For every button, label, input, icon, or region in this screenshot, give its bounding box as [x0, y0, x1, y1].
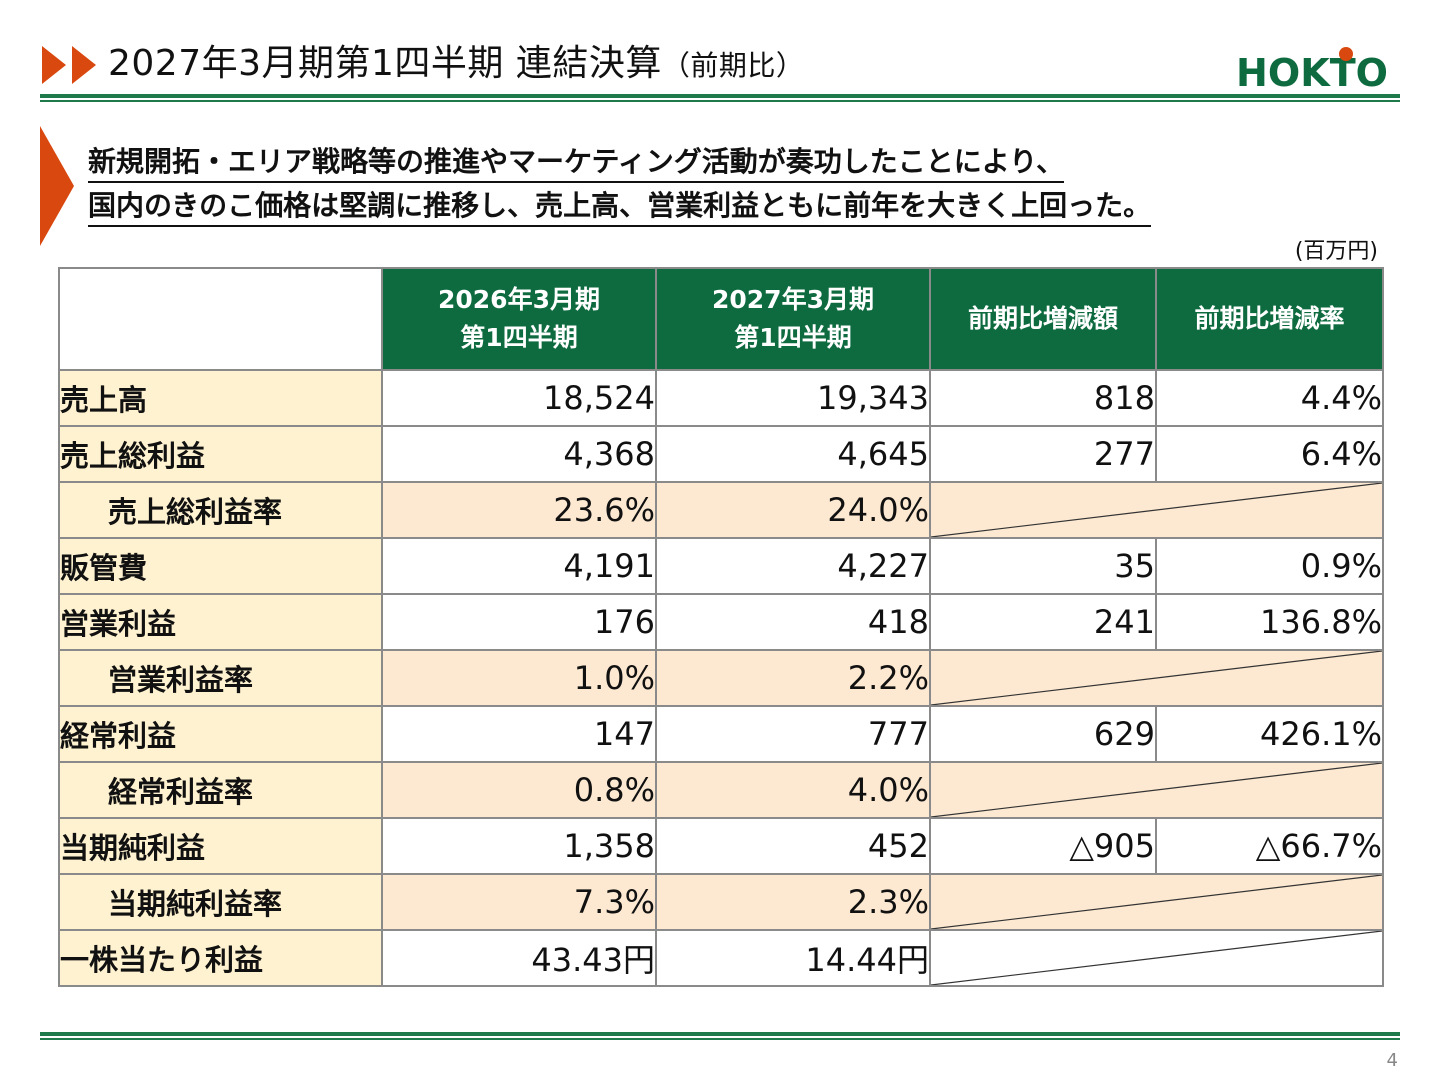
lead-line-2: 国内のきのこ価格は堅調に推移し、売上高、営業利益ともに前年を大きく上回った。	[88, 187, 1152, 227]
cell-curr: 4.0%	[655, 761, 931, 819]
slide-header: 2027年3月期第1四半期 連結決算（前期比） HOKTO	[40, 38, 1400, 102]
row-label: 営業利益	[58, 593, 383, 651]
financial-table: 2026年3月期 第1四半期 2027年3月期 第1四半期 前期比増減額 前期比増減…	[58, 267, 1384, 987]
page-number: 4	[1386, 1050, 1398, 1071]
row-label: 経常利益率	[58, 761, 383, 819]
empty-diagonal-cell	[929, 649, 1384, 707]
cell-rate: 426.1%	[1155, 705, 1384, 763]
empty-diagonal-cell	[929, 929, 1384, 987]
cell-curr: 418	[655, 593, 931, 651]
col-header-curr-line2: 第1四半期	[734, 323, 852, 352]
cell-curr: 24.0%	[655, 481, 931, 539]
header-rule-thin	[40, 100, 1400, 102]
cell-prev: 4,191	[381, 537, 657, 595]
col-header-prev-line2: 第1四半期	[460, 323, 578, 352]
lead-line-1: 新規開拓・エリア戦略等の推進やマーケティング活動が奏功したことにより、	[88, 143, 1065, 183]
table-row: 当期純利益率 7.3% 2.3%	[58, 873, 1384, 931]
row-label: 営業利益率	[58, 649, 383, 707]
col-header-prev-line1: 2026年3月期	[438, 285, 600, 314]
cell-rate: △66.7%	[1155, 817, 1384, 875]
lead-text: 新規開拓・エリア戦略等の推進やマーケティング活動が奏功したことにより、 国内のき…	[88, 140, 1152, 228]
table-header-row: 2026年3月期 第1四半期 2027年3月期 第1四半期 前期比増減額 前期比増減…	[58, 267, 1384, 371]
cell-curr: 452	[655, 817, 931, 875]
table-row: 当期純利益 1,358 452 △905 △66.7%	[58, 817, 1384, 875]
table-row: 営業利益率 1.0% 2.2%	[58, 649, 1384, 707]
col-header-curr-line1: 2027年3月期	[712, 285, 874, 314]
row-label: 売上高	[58, 369, 383, 427]
cell-diff: 818	[929, 369, 1157, 427]
slide-title-suffix: （前期比）	[661, 49, 805, 82]
cell-curr: 14.44円	[655, 929, 931, 987]
row-label: 売上総利益	[58, 425, 383, 483]
cell-diff: 629	[929, 705, 1157, 763]
col-header-curr: 2027年3月期 第1四半期	[655, 267, 931, 371]
cell-prev: 23.6%	[381, 481, 657, 539]
cell-diff: 277	[929, 425, 1157, 483]
row-label: 当期純利益	[58, 817, 383, 875]
cell-prev: 176	[381, 593, 657, 651]
cell-prev: 0.8%	[381, 761, 657, 819]
cell-prev: 18,524	[381, 369, 657, 427]
table-row: 一株当たり利益 43.43円 14.44円	[58, 929, 1384, 987]
table-row: 売上総利益 4,368 4,645 277 6.4%	[58, 425, 1384, 483]
cell-diff: 241	[929, 593, 1157, 651]
footer-rule	[40, 1032, 1400, 1036]
unit-label: (百万円)	[1294, 239, 1378, 264]
footer-rule-thin	[40, 1038, 1400, 1040]
cell-prev: 1.0%	[381, 649, 657, 707]
table-row: 販管費 4,191 4,227 35 0.9%	[58, 537, 1384, 595]
header-corner	[58, 267, 383, 371]
cell-prev: 147	[381, 705, 657, 763]
cell-rate: 0.9%	[1155, 537, 1384, 595]
row-label: 売上総利益率	[58, 481, 383, 539]
cell-curr: 2.3%	[655, 873, 931, 931]
table-row: 営業利益 176 418 241 136.8%	[58, 593, 1384, 651]
row-label: 一株当たり利益	[58, 929, 383, 987]
cell-diff: 35	[929, 537, 1157, 595]
cell-curr: 19,343	[655, 369, 931, 427]
chevron-right-icon	[42, 46, 66, 84]
cell-prev: 1,358	[381, 817, 657, 875]
cell-rate: 4.4%	[1155, 369, 1384, 427]
cell-diff: △905	[929, 817, 1157, 875]
row-label: 経常利益	[58, 705, 383, 763]
col-header-diff: 前期比増減額	[929, 267, 1157, 371]
table-row: 売上総利益率 23.6% 24.0%	[58, 481, 1384, 539]
cell-curr: 4,227	[655, 537, 931, 595]
cell-curr: 2.2%	[655, 649, 931, 707]
row-label: 当期純利益率	[58, 873, 383, 931]
hokto-logo: HOKTO	[1236, 47, 1388, 92]
cell-curr: 4,645	[655, 425, 931, 483]
col-header-prev: 2026年3月期 第1四半期	[381, 267, 657, 371]
cell-prev: 7.3%	[381, 873, 657, 931]
cell-rate: 136.8%	[1155, 593, 1384, 651]
cell-prev: 4,368	[381, 425, 657, 483]
empty-diagonal-cell	[929, 873, 1384, 931]
table-row: 経常利益 147 777 629 426.1%	[58, 705, 1384, 763]
slide-title: 2027年3月期第1四半期 連結決算（前期比）	[108, 42, 804, 88]
lead-arrow-icon	[40, 126, 74, 246]
col-header-rate: 前期比増減率	[1155, 267, 1384, 371]
svg-text:HOKTO: HOKTO	[1236, 51, 1388, 92]
table-row: 売上高 18,524 19,343 818 4.4%	[58, 369, 1384, 427]
slide-title-main: 2027年3月期第1四半期 連結決算	[108, 43, 662, 84]
empty-diagonal-cell	[929, 481, 1384, 539]
cell-rate: 6.4%	[1155, 425, 1384, 483]
table-row: 経常利益率 0.8% 4.0%	[58, 761, 1384, 819]
empty-diagonal-cell	[929, 761, 1384, 819]
cell-curr: 777	[655, 705, 931, 763]
cell-prev: 43.43円	[381, 929, 657, 987]
header-rule	[40, 94, 1400, 98]
row-label: 販管費	[58, 537, 383, 595]
chevron-right-icon	[72, 46, 96, 84]
